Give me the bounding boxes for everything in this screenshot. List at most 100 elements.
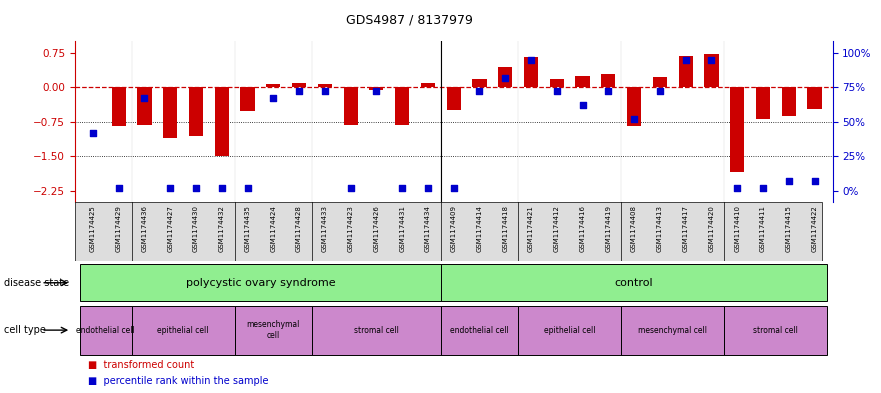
- Point: [808, 178, 822, 184]
- Text: mesenchymal cell: mesenchymal cell: [638, 326, 707, 334]
- Text: GSM1174422: GSM1174422: [811, 205, 818, 252]
- Point: [524, 57, 538, 63]
- Text: GSM1174425: GSM1174425: [90, 205, 96, 252]
- Text: GSM1174431: GSM1174431: [399, 205, 405, 252]
- Text: GSM1174409: GSM1174409: [451, 205, 456, 252]
- Point: [575, 102, 589, 108]
- Text: ■  percentile rank within the sample: ■ percentile rank within the sample: [88, 376, 269, 386]
- Point: [112, 185, 126, 191]
- Bar: [498, 66, 513, 87]
- Point: [369, 88, 383, 95]
- Bar: [730, 87, 744, 173]
- FancyBboxPatch shape: [312, 306, 440, 354]
- FancyBboxPatch shape: [621, 306, 724, 354]
- Point: [756, 185, 770, 191]
- Bar: [112, 87, 126, 127]
- Point: [678, 57, 692, 63]
- Bar: [421, 83, 435, 87]
- Text: GDS4987 / 8137979: GDS4987 / 8137979: [346, 14, 473, 27]
- Bar: [241, 87, 255, 111]
- Text: GSM1174418: GSM1174418: [502, 205, 508, 252]
- Point: [447, 185, 461, 191]
- Bar: [807, 87, 822, 109]
- Bar: [189, 87, 204, 136]
- Bar: [678, 56, 692, 87]
- Text: GSM1174420: GSM1174420: [708, 205, 714, 252]
- Text: epithelial cell: epithelial cell: [544, 326, 596, 334]
- FancyBboxPatch shape: [440, 264, 827, 301]
- Bar: [163, 87, 177, 138]
- Point: [627, 116, 641, 122]
- Bar: [318, 84, 332, 87]
- Text: GSM1174435: GSM1174435: [245, 205, 250, 252]
- Point: [137, 95, 152, 101]
- FancyBboxPatch shape: [131, 306, 234, 354]
- FancyBboxPatch shape: [518, 306, 621, 354]
- Text: GSM1174423: GSM1174423: [348, 205, 353, 252]
- Text: GSM1174436: GSM1174436: [142, 205, 147, 252]
- Text: disease state: disease state: [4, 278, 70, 288]
- FancyBboxPatch shape: [234, 306, 312, 354]
- Text: mesenchymal
cell: mesenchymal cell: [247, 320, 300, 340]
- Text: GSM1174434: GSM1174434: [425, 205, 431, 252]
- Text: GSM1174421: GSM1174421: [528, 205, 534, 252]
- Text: cell type: cell type: [4, 325, 47, 335]
- Text: GSM1174424: GSM1174424: [270, 205, 277, 252]
- Bar: [524, 57, 538, 87]
- Point: [292, 88, 306, 95]
- Text: GSM1174414: GSM1174414: [477, 205, 483, 252]
- FancyBboxPatch shape: [80, 306, 131, 354]
- Bar: [447, 87, 461, 110]
- Text: GSM1174430: GSM1174430: [193, 205, 199, 252]
- Point: [395, 185, 409, 191]
- Text: GSM1174429: GSM1174429: [115, 205, 122, 252]
- FancyBboxPatch shape: [440, 306, 518, 354]
- Point: [550, 88, 564, 95]
- Bar: [215, 87, 229, 156]
- Bar: [266, 84, 280, 87]
- Point: [241, 185, 255, 191]
- Point: [499, 75, 513, 81]
- Text: GSM1174417: GSM1174417: [683, 205, 689, 252]
- Text: stromal cell: stromal cell: [753, 326, 798, 334]
- Bar: [472, 79, 486, 87]
- Bar: [575, 76, 589, 87]
- Text: GSM1174433: GSM1174433: [322, 205, 328, 252]
- Text: endothelial cell: endothelial cell: [450, 326, 509, 334]
- Text: control: control: [615, 278, 654, 288]
- FancyBboxPatch shape: [724, 306, 827, 354]
- Text: stromal cell: stromal cell: [354, 326, 399, 334]
- Bar: [395, 87, 410, 125]
- Bar: [653, 77, 667, 87]
- Bar: [704, 54, 719, 87]
- Point: [781, 178, 796, 184]
- Text: GSM1174426: GSM1174426: [374, 205, 380, 252]
- Text: GSM1174413: GSM1174413: [657, 205, 663, 252]
- Text: GSM1174416: GSM1174416: [580, 205, 586, 252]
- Bar: [627, 87, 641, 127]
- Bar: [756, 87, 770, 119]
- Bar: [344, 87, 358, 125]
- Point: [215, 185, 229, 191]
- Point: [189, 185, 203, 191]
- Text: GSM1174419: GSM1174419: [605, 205, 611, 252]
- Text: GSM1174415: GSM1174415: [786, 205, 792, 252]
- Point: [421, 185, 435, 191]
- Text: endothelial cell: endothelial cell: [77, 326, 135, 334]
- Bar: [369, 87, 383, 90]
- Text: GSM1174408: GSM1174408: [631, 205, 637, 252]
- Point: [730, 185, 744, 191]
- Text: ■  transformed count: ■ transformed count: [88, 360, 195, 370]
- Bar: [137, 87, 152, 125]
- Point: [344, 185, 358, 191]
- Bar: [781, 87, 796, 116]
- Point: [472, 88, 486, 95]
- Point: [602, 88, 616, 95]
- FancyBboxPatch shape: [75, 202, 822, 261]
- Point: [85, 130, 100, 136]
- Text: epithelial cell: epithelial cell: [158, 326, 209, 334]
- Bar: [292, 83, 307, 87]
- Text: GSM1174412: GSM1174412: [554, 205, 559, 252]
- Point: [266, 95, 280, 101]
- Point: [318, 88, 332, 95]
